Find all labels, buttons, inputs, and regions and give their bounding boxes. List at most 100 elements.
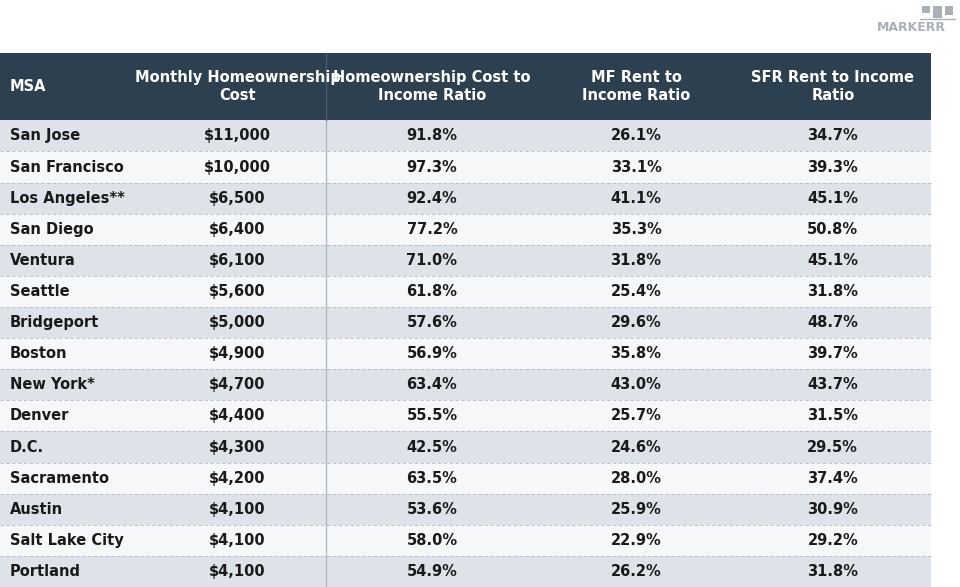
Text: $4,200: $4,200 xyxy=(209,471,266,485)
FancyBboxPatch shape xyxy=(0,431,931,463)
Text: 25.9%: 25.9% xyxy=(611,502,661,517)
FancyBboxPatch shape xyxy=(0,53,931,120)
FancyBboxPatch shape xyxy=(0,525,931,556)
Text: 71.0%: 71.0% xyxy=(406,253,458,268)
FancyBboxPatch shape xyxy=(0,494,931,525)
Text: Salt Lake City: Salt Lake City xyxy=(10,533,123,548)
Text: Monthly Homeownership
Cost: Monthly Homeownership Cost xyxy=(134,70,341,103)
Text: 43.7%: 43.7% xyxy=(807,377,858,392)
Text: $4,400: $4,400 xyxy=(209,409,266,423)
Text: MF Rent to
Income Ratio: MF Rent to Income Ratio xyxy=(582,70,690,103)
Text: 48.7%: 48.7% xyxy=(807,315,858,330)
Text: 54.9%: 54.9% xyxy=(407,564,457,579)
Text: 39.3%: 39.3% xyxy=(807,160,858,174)
FancyBboxPatch shape xyxy=(0,151,931,183)
Text: 29.6%: 29.6% xyxy=(611,315,661,330)
Text: 97.3%: 97.3% xyxy=(407,160,457,174)
Text: Seattle: Seattle xyxy=(10,284,69,299)
Text: D.C.: D.C. xyxy=(10,440,44,454)
Text: MSA: MSA xyxy=(10,79,46,94)
Text: Portland: Portland xyxy=(10,564,81,579)
Text: $6,100: $6,100 xyxy=(209,253,266,268)
Text: Homeownership Cost to
Income Ratio: Homeownership Cost to Income Ratio xyxy=(333,70,531,103)
FancyBboxPatch shape xyxy=(0,120,931,151)
Text: 92.4%: 92.4% xyxy=(407,191,457,205)
Text: SFR Rent to Income
Ratio: SFR Rent to Income Ratio xyxy=(752,70,914,103)
Text: Bridgeport: Bridgeport xyxy=(10,315,99,330)
FancyBboxPatch shape xyxy=(0,183,931,214)
Text: 35.8%: 35.8% xyxy=(611,346,661,361)
Text: 91.8%: 91.8% xyxy=(406,129,458,143)
Text: San Francisco: San Francisco xyxy=(10,160,123,174)
Text: 29.5%: 29.5% xyxy=(807,440,858,454)
Text: 25.7%: 25.7% xyxy=(611,409,661,423)
Text: 58.0%: 58.0% xyxy=(406,533,458,548)
Text: Los Angeles**: Los Angeles** xyxy=(10,191,125,205)
Text: Boston: Boston xyxy=(10,346,67,361)
Text: 56.9%: 56.9% xyxy=(407,346,457,361)
Text: 31.8%: 31.8% xyxy=(807,564,858,579)
Text: 50.8%: 50.8% xyxy=(807,222,858,237)
FancyBboxPatch shape xyxy=(0,245,931,276)
Text: 35.3%: 35.3% xyxy=(611,222,661,237)
Text: $4,100: $4,100 xyxy=(209,533,266,548)
Text: $10,000: $10,000 xyxy=(204,160,271,174)
Text: 55.5%: 55.5% xyxy=(406,409,458,423)
Text: 25.4%: 25.4% xyxy=(611,284,661,299)
Text: 22.9%: 22.9% xyxy=(611,533,661,548)
Text: $6,400: $6,400 xyxy=(209,222,266,237)
Text: Sacramento: Sacramento xyxy=(10,471,108,485)
Text: $5,600: $5,600 xyxy=(209,284,266,299)
Text: 24.6%: 24.6% xyxy=(611,440,661,454)
Text: 26.2%: 26.2% xyxy=(611,564,661,579)
Text: 26.1%: 26.1% xyxy=(611,129,661,143)
Text: 61.8%: 61.8% xyxy=(406,284,458,299)
Text: 39.7%: 39.7% xyxy=(807,346,858,361)
Text: 34.7%: 34.7% xyxy=(807,129,858,143)
FancyBboxPatch shape xyxy=(0,338,931,369)
FancyBboxPatch shape xyxy=(933,6,942,18)
FancyBboxPatch shape xyxy=(0,463,931,494)
Text: 63.5%: 63.5% xyxy=(407,471,457,485)
Text: 57.6%: 57.6% xyxy=(407,315,457,330)
Text: 31.5%: 31.5% xyxy=(807,409,858,423)
Text: $4,300: $4,300 xyxy=(209,440,266,454)
Text: 63.4%: 63.4% xyxy=(407,377,457,392)
FancyBboxPatch shape xyxy=(0,276,931,307)
Text: $4,700: $4,700 xyxy=(209,377,266,392)
FancyBboxPatch shape xyxy=(945,6,953,15)
Text: 30.9%: 30.9% xyxy=(807,502,858,517)
Text: MARKERR: MARKERR xyxy=(876,21,946,33)
Text: $6,500: $6,500 xyxy=(209,191,266,205)
Text: San Diego: San Diego xyxy=(10,222,93,237)
Text: New York*: New York* xyxy=(10,377,94,392)
Text: 43.0%: 43.0% xyxy=(611,377,661,392)
Text: 45.1%: 45.1% xyxy=(807,191,858,205)
FancyBboxPatch shape xyxy=(0,556,931,587)
Text: 41.1%: 41.1% xyxy=(611,191,661,205)
FancyBboxPatch shape xyxy=(922,6,930,13)
FancyBboxPatch shape xyxy=(0,369,931,400)
Text: 77.2%: 77.2% xyxy=(407,222,457,237)
Text: 53.6%: 53.6% xyxy=(407,502,457,517)
FancyBboxPatch shape xyxy=(0,400,931,431)
Text: 31.8%: 31.8% xyxy=(611,253,661,268)
Text: 37.4%: 37.4% xyxy=(807,471,858,485)
Text: San Jose: San Jose xyxy=(10,129,80,143)
Text: 29.2%: 29.2% xyxy=(807,533,858,548)
Text: Denver: Denver xyxy=(10,409,69,423)
Text: 42.5%: 42.5% xyxy=(407,440,457,454)
FancyBboxPatch shape xyxy=(0,307,931,338)
Text: $5,000: $5,000 xyxy=(209,315,266,330)
Text: Ventura: Ventura xyxy=(10,253,75,268)
Text: 45.1%: 45.1% xyxy=(807,253,858,268)
FancyBboxPatch shape xyxy=(0,214,931,245)
Text: $4,900: $4,900 xyxy=(209,346,266,361)
Text: 28.0%: 28.0% xyxy=(611,471,661,485)
Text: $11,000: $11,000 xyxy=(204,129,271,143)
Text: 31.8%: 31.8% xyxy=(807,284,858,299)
Text: Austin: Austin xyxy=(10,502,62,517)
Text: $4,100: $4,100 xyxy=(209,564,266,579)
Text: $4,100: $4,100 xyxy=(209,502,266,517)
Text: 33.1%: 33.1% xyxy=(611,160,661,174)
